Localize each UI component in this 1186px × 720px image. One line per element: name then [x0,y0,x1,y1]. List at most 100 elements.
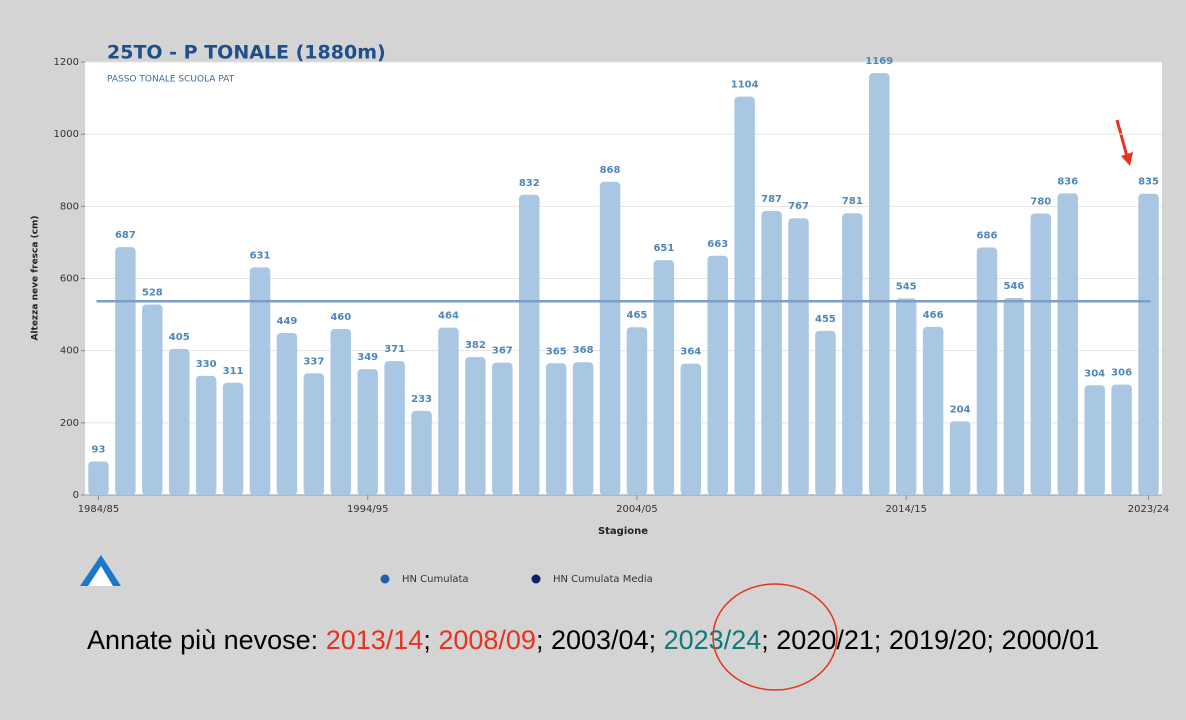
legend-marker [380,574,390,584]
bar [976,247,998,495]
data-label: 306 [1111,368,1132,379]
data-label: 311 [223,366,244,377]
data-label: 204 [950,404,971,415]
y-axis-label: Altezza neve fresca (cm) [31,215,41,340]
bar [142,304,163,495]
data-label: 460 [330,312,351,323]
x-axis-label: Stagione [598,526,648,537]
note-year: 2013/14 [325,625,424,655]
arrow [1115,119,1130,161]
data-label: 663 [707,239,728,250]
bar [895,298,917,495]
x-tick-label: 2014/15 [885,504,927,515]
bar [1084,385,1105,495]
bar [734,96,755,495]
data-label: 337 [303,356,324,367]
note-year: 2003/04 [550,625,649,655]
data-label: 836 [1057,176,1078,187]
data-label: 371 [384,344,405,355]
data-label: 364 [680,347,701,358]
bar [1138,193,1159,495]
data-label: 546 [1003,281,1024,292]
bar [169,348,190,495]
note-separator: ; [761,625,769,655]
data-label: 455 [815,314,836,325]
subtitle: PASSO TONALE SCUOLA PAT [107,75,235,85]
note-separator: ; [873,625,882,655]
data-label: 631 [250,250,271,261]
note-separator: ; [648,625,657,655]
y-tick-label: 1000 [54,129,79,140]
note-year: 2020/21 [776,625,874,655]
y-tick-label: 1200 [54,57,79,68]
logo [80,555,121,586]
bar [1111,384,1132,495]
bar [761,211,782,495]
bar [411,410,432,495]
data-label: 304 [1084,368,1105,379]
x-tick-label: 2004/05 [616,504,658,515]
data-label: 545 [896,281,917,292]
data-label: 528 [142,287,163,298]
y-tick-label: 800 [60,201,79,212]
note-year: 2000/01 [1001,625,1100,655]
note-separator: ; [535,625,544,655]
bar [1003,297,1025,495]
bar [545,363,567,495]
data-label: 780 [1030,197,1051,208]
data-label: 767 [788,201,809,212]
data-label: 405 [169,332,190,343]
data-label: 382 [465,340,486,351]
note-year: 2019/20 [888,625,987,655]
x-tick-label: 2023/24 [1128,504,1170,515]
note-separator: ; [423,625,431,655]
legend-marker [531,574,541,584]
data-label: 466 [923,310,944,321]
bar [922,326,944,495]
chart-title: 25TO - P TONALE (1880m) [107,42,386,64]
data-label: 651 [653,243,674,254]
data-label: 93 [92,444,106,455]
bar [1030,213,1052,496]
note-year: 2023/24 [663,625,762,655]
bar [788,218,809,495]
chart: 25TO - P TONALE (1880m) PASSO TONALE SCU… [31,42,1170,586]
data-label: 832 [519,178,540,189]
data-label: 330 [196,359,217,370]
legend-label: HN Cumulata [402,574,469,585]
bar [572,362,594,495]
bar [438,327,459,495]
data-label: 465 [627,310,648,321]
x-tick-label: 1984/85 [78,504,120,515]
bar [1057,193,1078,496]
bar [599,181,621,495]
data-label: 464 [438,311,459,322]
y-tick-label: 600 [60,274,79,285]
bar [949,421,971,495]
note: Annate più nevose: 2013/14; 2008/09; 200… [87,622,1127,658]
bar [330,329,352,495]
data-label: 365 [546,346,567,357]
data-label: 368 [573,345,594,356]
data-label: 1104 [731,80,759,91]
bar [492,362,513,495]
data-label: 781 [842,196,863,207]
bar [465,357,486,495]
data-label: 233 [411,394,432,405]
note-prefix: Annate più nevose: [87,625,319,655]
bar [869,73,890,495]
data-label: 1169 [865,56,893,67]
data-label: 868 [600,165,621,176]
bar [626,327,648,495]
bar [707,255,728,495]
bar [303,373,325,495]
bar [222,382,244,495]
legend-label: HN Cumulata Media [553,574,653,585]
arrow-head [1121,152,1133,166]
bar [249,267,271,495]
bar [384,361,405,495]
data-label: 787 [761,194,782,205]
data-label: 686 [977,230,998,241]
bar [815,330,836,495]
